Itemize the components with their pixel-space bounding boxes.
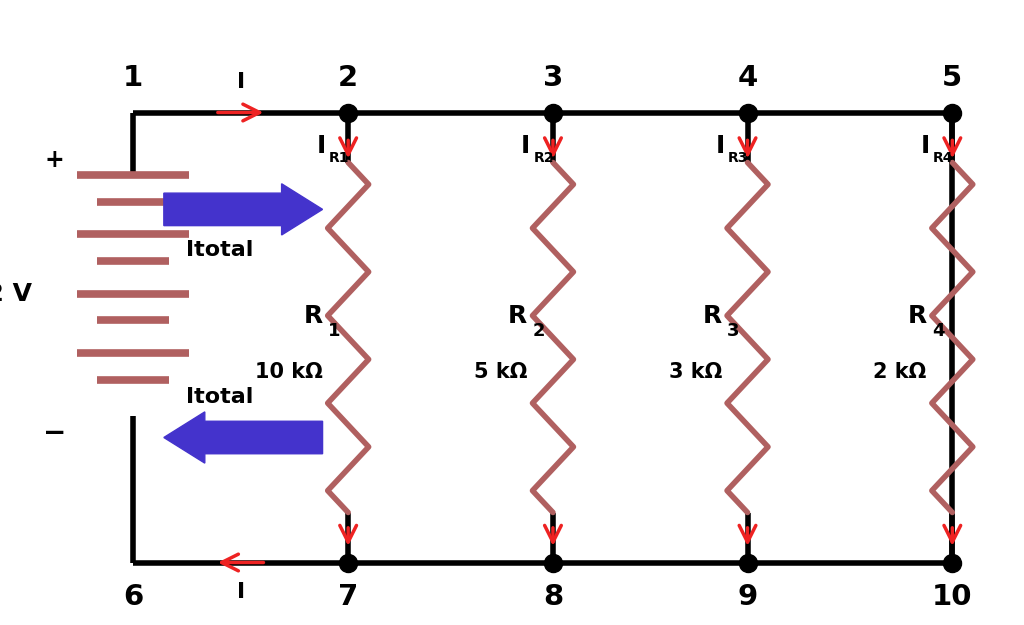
Text: 7: 7 <box>338 583 358 611</box>
Text: 8: 8 <box>543 583 563 611</box>
Text: 2: 2 <box>338 64 358 92</box>
Text: −: − <box>43 419 66 447</box>
Text: 12 V: 12 V <box>0 282 32 306</box>
Text: R: R <box>508 304 527 328</box>
Text: 2: 2 <box>532 322 545 340</box>
Text: I: I <box>316 134 326 158</box>
Text: Itotal: Itotal <box>185 240 253 260</box>
FancyArrow shape <box>164 184 323 235</box>
Text: 10 kΩ: 10 kΩ <box>255 362 323 382</box>
Text: 5: 5 <box>942 64 963 92</box>
Text: 10: 10 <box>932 583 973 611</box>
FancyArrow shape <box>164 412 323 463</box>
Text: R: R <box>303 304 323 328</box>
Text: 3: 3 <box>727 322 739 340</box>
Text: 4: 4 <box>737 64 758 92</box>
Text: 4: 4 <box>932 322 944 340</box>
Text: R3: R3 <box>728 151 749 164</box>
Text: I: I <box>521 134 530 158</box>
Text: I: I <box>921 134 930 158</box>
Text: Itotal: Itotal <box>185 387 253 407</box>
Text: 3: 3 <box>543 64 563 92</box>
Text: R: R <box>702 304 722 328</box>
Text: R: R <box>907 304 927 328</box>
Text: I: I <box>716 134 725 158</box>
Text: 6: 6 <box>123 583 143 611</box>
Text: R2: R2 <box>534 151 554 164</box>
Text: I: I <box>237 72 245 92</box>
Text: R4: R4 <box>933 151 953 164</box>
Text: 1: 1 <box>123 64 143 92</box>
Text: 2 kΩ: 2 kΩ <box>873 362 927 382</box>
Text: 3 kΩ: 3 kΩ <box>669 362 722 382</box>
Text: 9: 9 <box>737 583 758 611</box>
Text: 5 kΩ: 5 kΩ <box>474 362 527 382</box>
Text: 1: 1 <box>328 322 340 340</box>
Text: +: + <box>44 148 65 172</box>
Text: I: I <box>237 582 245 602</box>
Text: R1: R1 <box>329 151 349 164</box>
